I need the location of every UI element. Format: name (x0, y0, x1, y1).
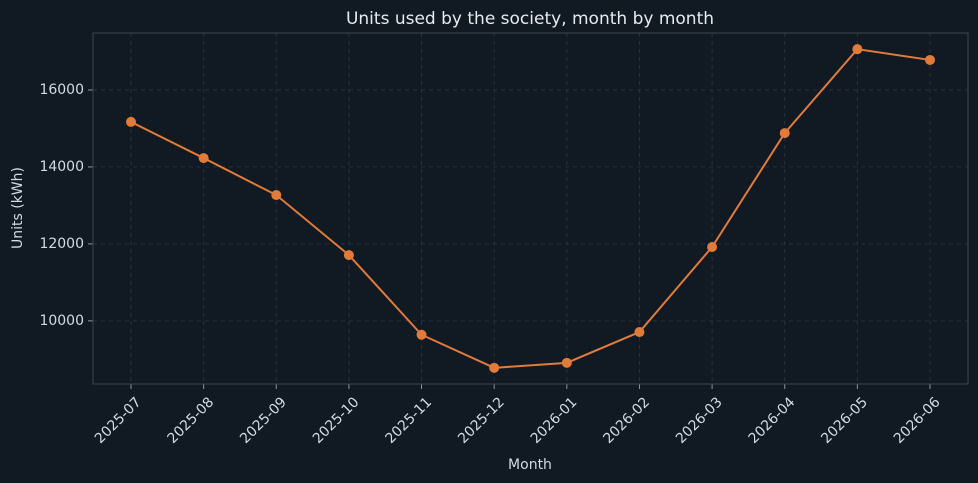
point (126, 116, 136, 127)
point (634, 327, 645, 338)
point (198, 153, 209, 164)
y-tick-label: 12000 (39, 236, 84, 252)
point (925, 54, 935, 65)
point (489, 362, 500, 373)
y-axis-label: Units (kWh) (10, 167, 26, 249)
line (130, 48, 931, 369)
plot-frame (92, 32, 969, 385)
y-tick-label: 10000 (39, 313, 84, 329)
y-tick-label: 16000 (39, 82, 84, 98)
point (271, 190, 282, 201)
chart-title: Units used by the society, month by mont… (346, 9, 714, 29)
point (707, 241, 718, 252)
point (852, 44, 863, 55)
point (561, 357, 572, 368)
y-tick-label: 14000 (39, 159, 84, 175)
x-axis-label: Month (508, 457, 552, 473)
point (416, 329, 427, 340)
point (343, 250, 354, 261)
point (779, 128, 790, 139)
